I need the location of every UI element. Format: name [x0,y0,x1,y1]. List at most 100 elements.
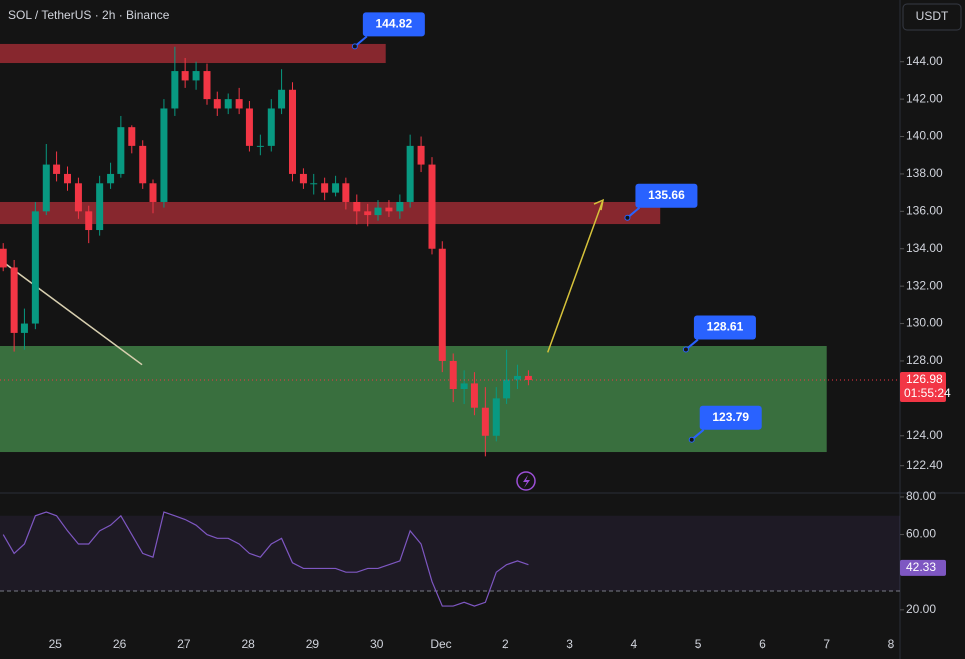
x-tick-label: 27 [177,637,191,651]
candle-body [42,164,50,212]
y-tick-label: 136.00 [906,204,943,218]
callout-point [688,436,695,443]
candle-body [514,375,521,380]
rsi-label: 42.33 [906,560,936,574]
x-tick-label: 30 [370,637,384,651]
candle-body [396,201,404,212]
y-tick-label: 60.00 [906,527,936,541]
callout-box [699,405,762,430]
candle-body [245,108,253,146]
x-tick-label: 8 [888,637,895,651]
x-tick-label: 25 [49,637,63,651]
candle-body [406,145,414,202]
candle-body [492,398,500,436]
x-tick-label: Dec [430,637,451,651]
x-tick-label: 6 [759,637,766,651]
y-tick-label: 122.40 [906,458,943,472]
y-tick-label: 124.00 [906,428,943,442]
y-tick-label: 134.00 [906,241,943,255]
candle-body [385,207,393,212]
callout-point [624,214,631,221]
candle-body [74,183,82,212]
candle-body [224,99,232,109]
candle-body [289,89,296,174]
candle-body [117,127,125,174]
candle-body [321,183,329,193]
callout-label: 144.82 [376,17,413,31]
bolt [523,475,530,488]
zone [0,345,827,453]
candle-body [524,375,532,381]
candle-body [160,108,168,202]
candle-body [310,183,318,185]
trend-line [0,259,143,366]
arrow-head [593,198,605,211]
y-tick-label: 20.00 [906,602,936,616]
candle-body [85,211,93,231]
currency-label[interactable]: USDT [916,9,949,23]
x-tick-label: 5 [695,637,702,651]
candle-body [96,183,104,231]
candle-body [481,407,489,436]
candle-body [332,183,340,193]
currency-button[interactable] [902,3,962,31]
candle-body [364,211,372,216]
x-tick-label: 29 [306,637,320,651]
y-tick-label: 132.00 [906,278,943,292]
candle-body [149,183,157,202]
callout-label: 128.61 [707,320,744,334]
candle-body [139,145,147,184]
candle-body [428,164,436,249]
callout-label: 135.66 [648,188,685,202]
candle-body [267,108,275,146]
candle-body [299,173,307,184]
candle-body [31,211,39,324]
candle-body [181,71,189,81]
alert-icon[interactable] [516,471,536,491]
y-tick-label: 138.00 [906,166,943,180]
candle-body [353,201,361,212]
y-tick-label: 140.00 [906,129,943,143]
x-tick-label: 4 [631,637,638,651]
y-tick-label: 130.00 [906,316,943,330]
candle-body [192,71,200,81]
candle-body [256,145,264,147]
candle-body [470,383,478,408]
rsi-line [2,511,529,607]
zone [0,201,661,225]
chart-title: SOL / TetherUS · 2h · Binance [8,8,170,22]
y-tick-label: 142.00 [906,91,943,105]
candle-body [64,173,71,184]
x-tick-label: 7 [823,637,830,651]
y-tick-label: 80.00 [906,489,936,503]
candle-body [374,207,382,216]
candle-body [128,127,136,146]
rsi-band [0,515,900,592]
x-tick-label: 28 [241,637,255,651]
callout-box [635,183,698,208]
y-tick-label: 128.00 [906,353,943,367]
candle-body [53,164,61,174]
x-tick-label: 2 [502,637,509,651]
candle-body [235,99,243,109]
price-label: 126.98 [906,372,943,386]
x-tick-label: 3 [566,637,573,651]
candle-body [10,267,18,333]
candle-body [278,89,286,109]
candle-body [203,71,211,100]
countdown: 01:55:24 [904,386,951,400]
candle-body [20,323,28,333]
candle-body [171,71,179,109]
zone [0,43,386,64]
callout-point [351,43,358,50]
candle-body [213,99,221,109]
candle-body [460,383,468,390]
callout-point [682,346,689,353]
candle-body [417,145,425,165]
callout-label: 123.79 [712,410,749,424]
candle-body [0,248,7,268]
candle-body [503,379,511,399]
price-label-bg [900,372,946,403]
candle-body [107,173,115,184]
